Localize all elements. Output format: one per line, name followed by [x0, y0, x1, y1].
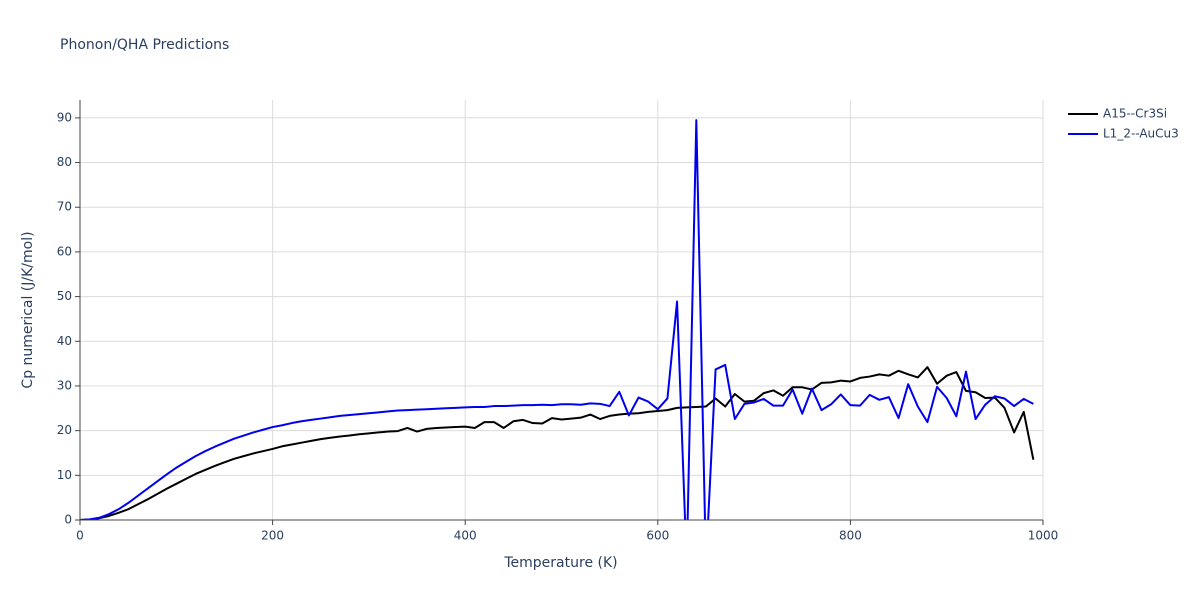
chart-title: Phonon/QHA Predictions	[60, 37, 229, 53]
y-tick-label: 70	[57, 200, 72, 214]
legend-label: L1_2--AuCu3	[1103, 127, 1179, 141]
x-tick-label: 0	[76, 529, 84, 543]
y-tick-label: 80	[57, 155, 72, 169]
grid	[75, 100, 1044, 525]
x-tick-label: 600	[646, 529, 669, 543]
y-axis-label: Cp numerical (J/K/mol)	[20, 231, 36, 388]
x-tick-label: 800	[839, 529, 862, 543]
x-tick-label: 400	[454, 529, 477, 543]
y-tick-label: 30	[57, 378, 72, 392]
x-axis-label: Temperature (K)	[503, 555, 617, 571]
y-tick-label: 0	[64, 513, 72, 527]
series-line	[80, 119, 1034, 520]
legend-label: A15--Cr3Si	[1103, 107, 1167, 121]
x-tick-label: 1000	[1028, 529, 1059, 543]
legend: A15--Cr3Si L1_2--AuCu3	[1068, 107, 1179, 141]
y-tick-label: 50	[57, 289, 72, 303]
y-tick-label: 90	[57, 110, 72, 124]
series-line	[80, 366, 1035, 520]
plot-area	[80, 119, 1035, 520]
y-tick-label: 60	[57, 244, 72, 258]
y-tick-label: 40	[57, 334, 72, 348]
y-tick-label: 10	[57, 468, 72, 482]
y-tick-label: 20	[57, 423, 72, 437]
x-tick-label: 200	[261, 529, 284, 543]
